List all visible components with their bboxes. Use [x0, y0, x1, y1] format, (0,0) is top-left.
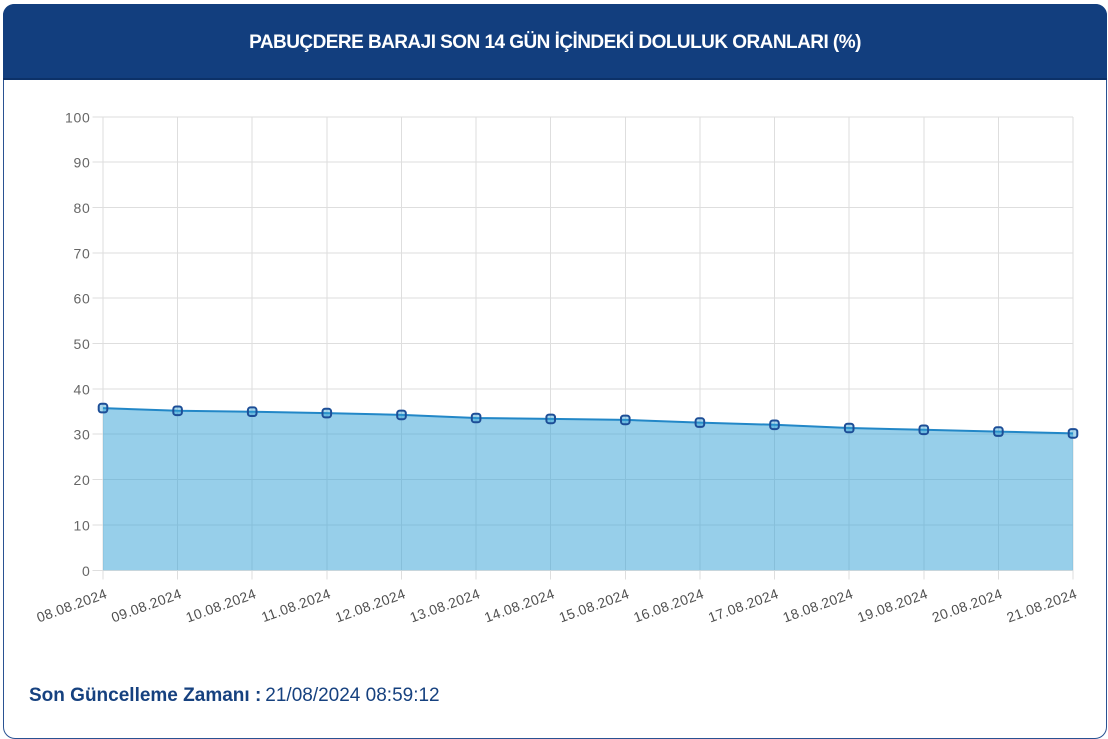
svg-text:60: 60	[74, 291, 91, 307]
svg-text:12.08.2024: 12.08.2024	[333, 585, 408, 625]
svg-text:10.08.2024: 10.08.2024	[184, 585, 259, 625]
svg-text:20.08.2024: 20.08.2024	[930, 585, 1005, 625]
svg-text:19.08.2024: 19.08.2024	[855, 585, 930, 625]
svg-text:10: 10	[74, 517, 91, 533]
svg-text:08.08.2024: 08.08.2024	[34, 585, 109, 625]
svg-text:17.08.2024: 17.08.2024	[706, 585, 781, 625]
svg-text:90: 90	[74, 155, 91, 171]
svg-text:14.08.2024: 14.08.2024	[482, 585, 557, 625]
svg-text:30: 30	[74, 427, 91, 443]
svg-text:16.08.2024: 16.08.2024	[631, 585, 706, 625]
svg-text:100: 100	[65, 109, 90, 125]
svg-text:20: 20	[74, 472, 91, 488]
svg-text:80: 80	[74, 200, 91, 216]
svg-text:21.08.2024: 21.08.2024	[1004, 585, 1079, 625]
svg-text:11.08.2024: 11.08.2024	[259, 585, 333, 625]
svg-text:18.08.2024: 18.08.2024	[781, 585, 856, 625]
svg-text:15.08.2024: 15.08.2024	[557, 585, 632, 625]
svg-text:09.08.2024: 09.08.2024	[109, 585, 184, 625]
svg-text:13.08.2024: 13.08.2024	[408, 585, 483, 625]
svg-text:70: 70	[74, 245, 91, 261]
svg-text:50: 50	[74, 336, 91, 352]
svg-text:0: 0	[82, 563, 91, 579]
svg-text:40: 40	[74, 381, 91, 397]
